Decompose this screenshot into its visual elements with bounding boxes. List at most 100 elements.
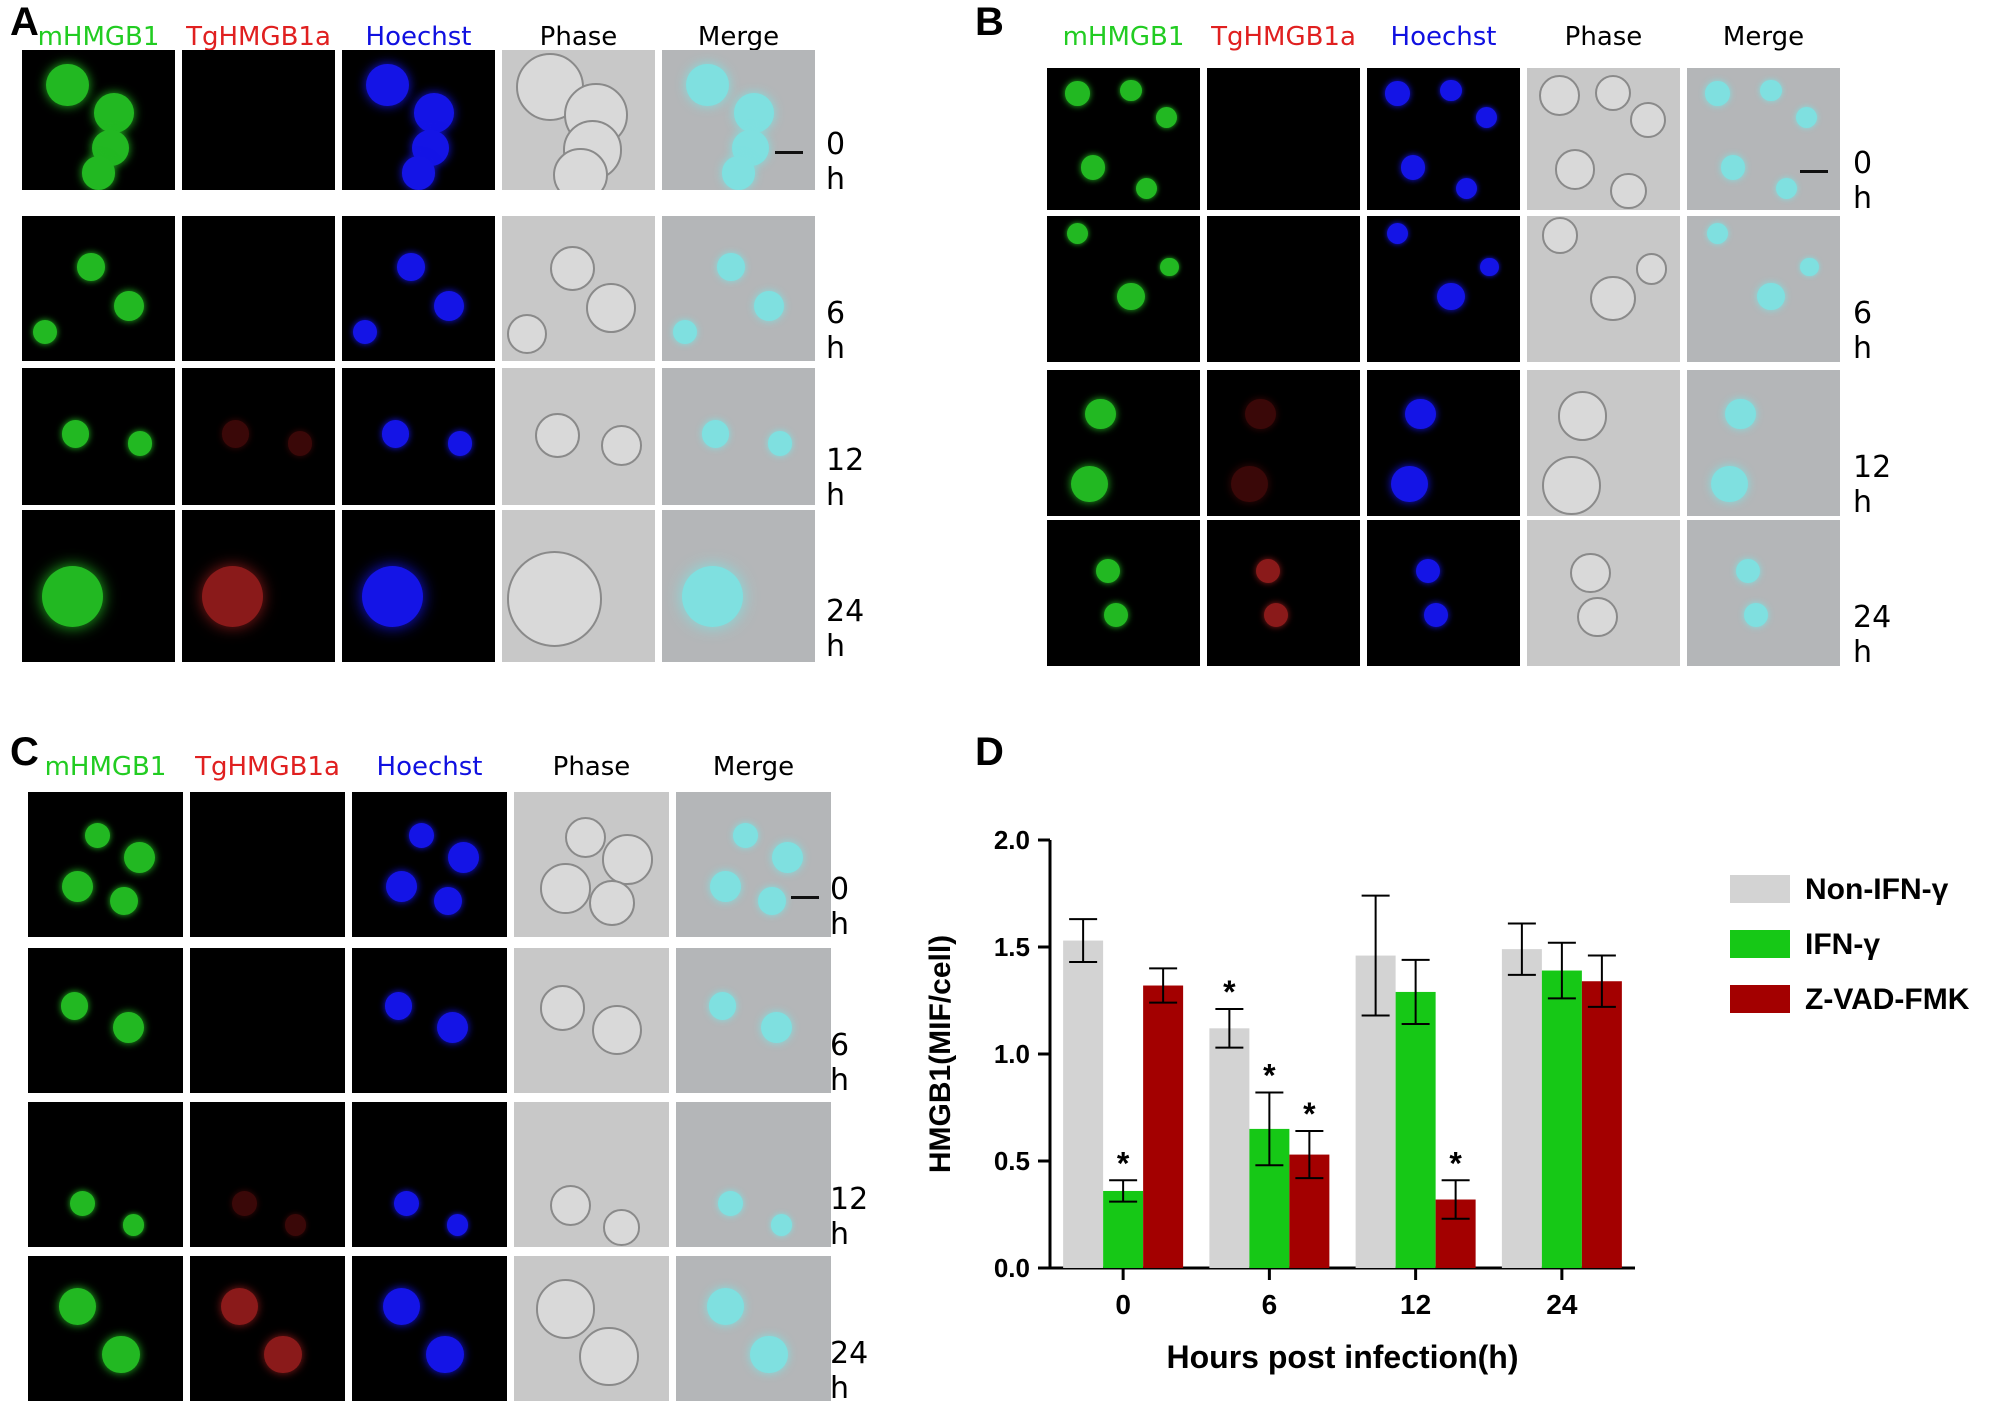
cell-nucleus xyxy=(1423,602,1449,628)
cell-nucleus xyxy=(384,992,413,1020)
y-axis-label: HMGB1(MIF/cell) xyxy=(924,935,957,1173)
y-tick-label: 1.0 xyxy=(994,1039,1030,1069)
micrograph-tghmgb1a-0h xyxy=(190,792,345,937)
micrograph-hoechst-12h xyxy=(352,1102,507,1247)
cell-outline xyxy=(1635,253,1668,285)
micrograph-phase-12h xyxy=(514,1102,669,1247)
cell-nucleus xyxy=(767,431,793,456)
micrograph-phase-6h xyxy=(1527,216,1680,362)
panel-letter: D xyxy=(975,730,1004,774)
cell-nucleus xyxy=(426,1336,464,1374)
micrograph-phase-12h xyxy=(502,368,655,505)
micrograph-hoechst-0h xyxy=(1367,68,1520,210)
micrograph-phase-24h xyxy=(514,1256,669,1401)
cell-nucleus xyxy=(1775,177,1798,200)
micrograph-merge-24h xyxy=(676,1256,831,1401)
cell-outline xyxy=(1541,217,1578,254)
cell-nucleus xyxy=(733,823,759,848)
micrograph-mhmgb1-6h xyxy=(22,216,175,361)
cell-nucleus xyxy=(1245,398,1276,430)
legend-swatch xyxy=(1730,985,1790,1013)
cell-nucleus xyxy=(110,886,139,915)
cell-outline xyxy=(602,834,653,885)
cell-nucleus xyxy=(221,1288,259,1326)
cell-outline xyxy=(540,863,591,914)
micrograph-merge-6h xyxy=(662,216,815,361)
cell-nucleus xyxy=(434,886,463,915)
cell-nucleus xyxy=(393,1191,419,1216)
x-axis-label: Hours post infection(h) xyxy=(1167,1339,1519,1375)
cell-nucleus xyxy=(1135,177,1158,200)
cell-nucleus xyxy=(1386,222,1409,245)
column-header-merge: Merge xyxy=(1722,22,1805,52)
y-tick-label: 0.0 xyxy=(994,1253,1030,1283)
cell-nucleus xyxy=(383,1288,421,1326)
micrograph-phase-24h xyxy=(1527,520,1680,666)
x-tick-label: 6 xyxy=(1262,1289,1278,1320)
cell-nucleus xyxy=(113,290,145,322)
row-label-timepoint: 6 h xyxy=(826,295,846,366)
micrograph-hoechst-24h xyxy=(342,510,495,662)
row-label-timepoint: 0 h xyxy=(830,871,850,942)
cell-nucleus xyxy=(1120,80,1142,102)
cell-nucleus xyxy=(1735,558,1761,584)
cell-nucleus xyxy=(1743,602,1769,628)
cell-nucleus xyxy=(1480,257,1499,277)
column-header-hoechst: Hoechst xyxy=(376,752,483,782)
micrograph-merge-12h xyxy=(1687,370,1840,516)
cell-nucleus xyxy=(681,566,744,628)
micrograph-hoechst-12h xyxy=(1367,370,1520,516)
cell-nucleus xyxy=(1705,81,1730,106)
cell-nucleus xyxy=(284,1214,307,1237)
micrograph-hoechst-0h xyxy=(352,792,507,937)
micrograph-merge-24h xyxy=(662,510,815,662)
cell-nucleus xyxy=(761,1012,793,1044)
micrograph-hoechst-24h xyxy=(352,1256,507,1401)
micrograph-hoechst-6h xyxy=(342,216,495,361)
legend-label: IFN-γ xyxy=(1805,928,1880,961)
cell-nucleus xyxy=(1400,155,1426,180)
significance-mark: * xyxy=(1303,1096,1316,1132)
cell-outline xyxy=(506,313,548,355)
micrograph-merge-12h xyxy=(676,1102,831,1247)
row-label-timepoint: 0 h xyxy=(1853,146,1873,217)
cell-nucleus xyxy=(1231,465,1269,503)
cell-outline xyxy=(1595,74,1632,111)
column-header-tghmgb1a: TgHMGB1a xyxy=(186,22,331,52)
cell-outline xyxy=(1590,275,1636,321)
micrograph-tghmgb1a-0h xyxy=(182,50,335,190)
micrograph-tghmgb1a-24h xyxy=(1207,520,1360,666)
cell-nucleus xyxy=(1757,282,1785,311)
micrograph-mhmgb1-24h xyxy=(28,1256,183,1401)
cell-nucleus xyxy=(61,419,90,448)
row-label-timepoint: 6 h xyxy=(830,1027,850,1098)
panel-letter: B xyxy=(975,0,1004,44)
cell-outline xyxy=(586,282,637,333)
bar xyxy=(1209,1028,1250,1268)
cell-nucleus xyxy=(1071,465,1109,503)
bar xyxy=(1581,981,1622,1268)
cell-nucleus xyxy=(1255,558,1281,584)
cell-nucleus xyxy=(102,1336,140,1374)
column-header-tghmgb1a: TgHMGB1a xyxy=(195,752,340,782)
cell-nucleus xyxy=(708,992,737,1020)
micrograph-merge-6h xyxy=(1687,216,1840,362)
cell-outline xyxy=(1557,390,1608,441)
micrograph-tghmgb1a-6h xyxy=(190,948,345,1093)
micrograph-phase-24h xyxy=(502,510,655,662)
cell-nucleus xyxy=(1391,465,1429,503)
cell-nucleus xyxy=(287,431,313,456)
cell-nucleus xyxy=(264,1336,302,1374)
bar xyxy=(1395,991,1436,1268)
cell-nucleus xyxy=(413,93,454,133)
micrograph-merge-0h xyxy=(662,50,815,190)
micrograph-phase-0h xyxy=(502,50,655,190)
micrograph-mhmgb1-12h xyxy=(1047,370,1200,516)
legend-label: Z-VAD-FMK xyxy=(1805,983,1970,1016)
cell-nucleus xyxy=(401,156,436,190)
cell-outline xyxy=(1610,172,1647,209)
cell-nucleus xyxy=(1440,80,1462,102)
cell-nucleus xyxy=(1103,602,1129,628)
cell-nucleus xyxy=(1385,81,1410,106)
micrograph-merge-0h xyxy=(1687,68,1840,210)
